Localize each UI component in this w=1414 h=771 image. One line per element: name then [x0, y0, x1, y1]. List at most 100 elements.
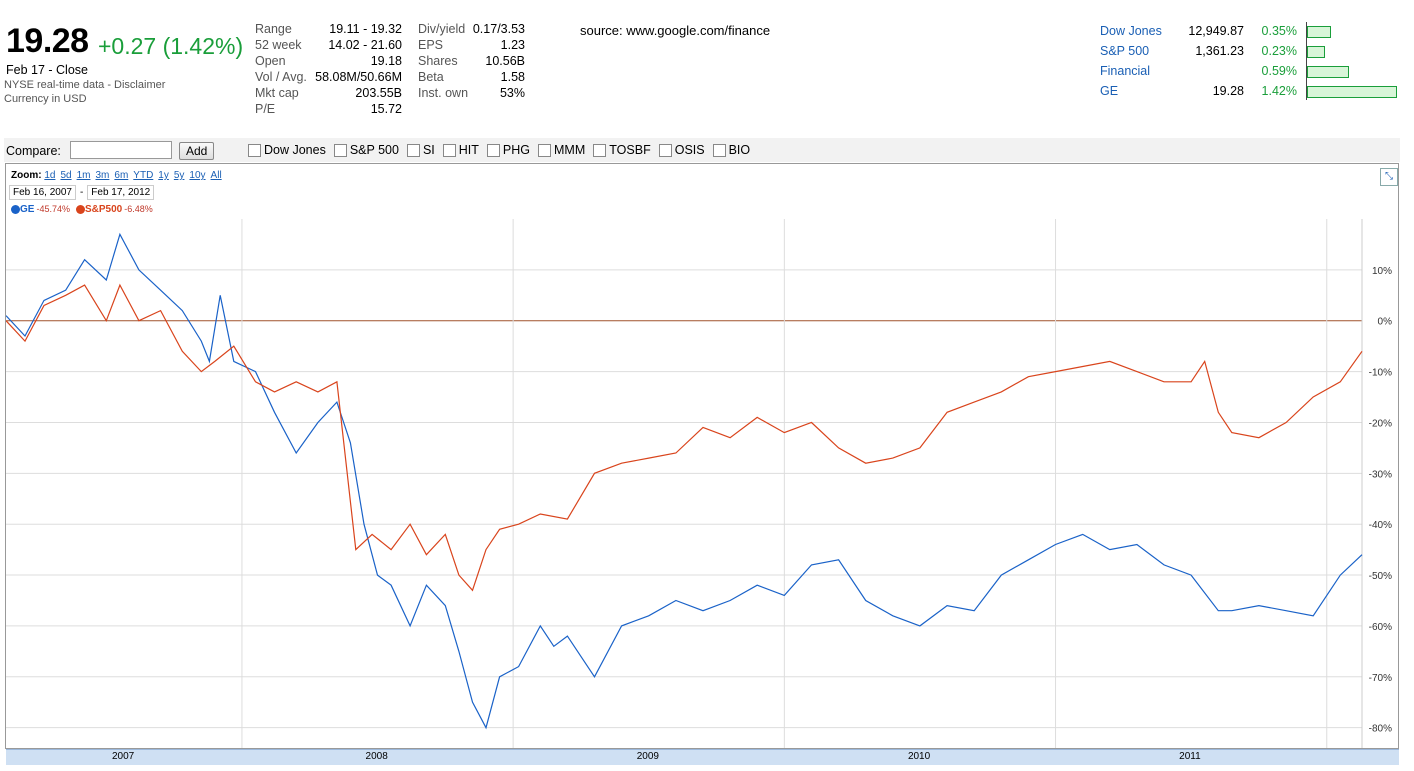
- stat-value: 53%: [499, 86, 525, 100]
- compare-checkboxes: Dow Jones S&P 500 SI HIT PHG MMM TOSBF OSIS BIO: [248, 143, 750, 157]
- index-row[interactable]: Financial 0.59%: [1100, 62, 1400, 82]
- zoom-option[interactable]: 1y: [158, 170, 169, 181]
- stat-row: Shares 10.56B: [418, 54, 525, 70]
- x-axis-label: 2008: [365, 751, 388, 762]
- legend-dot: [11, 204, 20, 214]
- zoom-option[interactable]: All: [210, 170, 222, 181]
- source-note: source: www.google.com/finance: [580, 23, 771, 38]
- currency-note: Currency in USD: [4, 93, 87, 105]
- stat-value: 0.17/3.53: [472, 22, 525, 36]
- checkbox-box[interactable]: [593, 143, 607, 157]
- close-label: Feb 17 - Close: [6, 63, 88, 77]
- checkbox-box[interactable]: [406, 143, 420, 157]
- checkbox-box[interactable]: [486, 143, 500, 157]
- compare-label: Compare:: [6, 144, 61, 158]
- zoom-option[interactable]: 1d: [44, 170, 56, 181]
- compare-checkbox[interactable]: TOSBF: [593, 143, 651, 157]
- checkbox-box[interactable]: [658, 143, 672, 157]
- legend-item[interactable]: GE -45.74%: [11, 204, 70, 215]
- chart-legend: GE -45.74% S&P500 -6.48%: [11, 204, 153, 215]
- stat-row: Vol / Avg. 58.08M/50.66M: [255, 70, 402, 86]
- checkbox-label: MMM: [554, 143, 586, 157]
- checkbox-box[interactable]: [538, 143, 552, 157]
- chart-box: [5, 163, 1399, 749]
- stats-column-2: Div/yield 0.17/3.53 EPS 1.23 Shares 10.56B Bet…: [418, 22, 525, 102]
- index-value: 19.28: [1212, 84, 1244, 98]
- checkbox-label: SI: [422, 143, 435, 157]
- checkbox-label: S&P 500: [349, 143, 399, 157]
- checkbox-label: Dow Jones: [264, 143, 326, 157]
- zoom-option[interactable]: 5d: [60, 170, 72, 181]
- index-row[interactable]: Dow Jones 12,949.87 0.35%: [1100, 22, 1400, 42]
- index-row[interactable]: S&P 500 1,361.23 0.23%: [1100, 42, 1400, 62]
- compare-checkbox[interactable]: BIO: [712, 143, 750, 157]
- add-button[interactable]: Add: [179, 142, 215, 160]
- index-change: 0.23%: [1261, 44, 1297, 58]
- checkbox-box[interactable]: [712, 143, 726, 157]
- stat-value: 14.02 - 21.60: [328, 38, 402, 52]
- stat-value: 1.23: [500, 38, 525, 52]
- y-tick-label: 0%: [1378, 317, 1393, 328]
- compare-checkbox[interactable]: HIT: [442, 143, 479, 157]
- stat-value: 19.11 - 19.32: [329, 22, 402, 36]
- checkbox-label: TOSBF: [609, 143, 651, 157]
- legend-pct: -6.48%: [124, 204, 153, 214]
- line-chart[interactable]: 10% 0% -10% -20% -30% -40% -50% -60% -70% -80%: [6, 219, 1398, 748]
- date-from[interactable]: Feb 16, 2007: [9, 185, 76, 200]
- zoom-option[interactable]: 3m: [95, 170, 110, 181]
- y-tick-label: -30%: [1369, 469, 1392, 480]
- indices-axis-line: [1306, 22, 1307, 100]
- stat-value: 15.72: [370, 102, 402, 116]
- series-line-sp500[interactable]: [6, 283, 1363, 592]
- date-range: Feb 16, 2007 - Feb 17, 2012: [9, 185, 155, 200]
- compare-checkbox[interactable]: MMM: [538, 143, 585, 157]
- stat-key: Shares: [418, 54, 458, 68]
- stat-key: Open: [255, 54, 286, 68]
- stat-key: Inst. own: [418, 86, 469, 100]
- legend-item[interactable]: S&P500 -6.48%: [75, 204, 153, 215]
- index-row[interactable]: GE 19.28 1.42%: [1100, 82, 1400, 102]
- x-axis-label: 2009: [636, 751, 659, 762]
- legend-pct: -45.74%: [36, 204, 70, 214]
- stock-price: 19.28: [6, 22, 89, 60]
- index-value: 1,361.23: [1195, 44, 1244, 58]
- compare-input[interactable]: [70, 141, 172, 159]
- time-axis-bar[interactable]: [6, 749, 1399, 765]
- zoom-option[interactable]: 5y: [173, 170, 185, 181]
- x-axis-label: 2007: [111, 751, 135, 762]
- zoom-option[interactable]: 1m: [76, 170, 91, 181]
- stat-value: 203.55B: [355, 86, 402, 100]
- stat-key: Beta: [418, 70, 444, 84]
- index-change-bar: [1307, 66, 1349, 78]
- index-name[interactable]: Dow Jones: [1100, 24, 1162, 38]
- disclaimer-link[interactable]: Disclaimer: [114, 79, 166, 91]
- stat-row: Beta 1.58: [418, 70, 525, 86]
- legend-name: S&P500: [84, 204, 123, 215]
- stat-key: Vol / Avg.: [255, 70, 307, 84]
- checkbox-box[interactable]: [248, 143, 261, 157]
- date-to[interactable]: Feb 17, 2012: [87, 185, 155, 200]
- checkbox-box[interactable]: [442, 143, 456, 157]
- zoom-option[interactable]: 6m: [114, 170, 129, 181]
- expand-icon[interactable]: ⤡: [1380, 168, 1398, 186]
- stat-key: P/E: [255, 102, 276, 116]
- stat-row: 52 week 14.02 - 21.60: [255, 38, 402, 54]
- index-name[interactable]: GE: [1100, 84, 1119, 98]
- checkbox-box[interactable]: [333, 143, 347, 157]
- series-line-ge[interactable]: [6, 232, 1363, 730]
- stat-row: Mkt cap 203.55B: [255, 86, 402, 102]
- index-change: 0.35%: [1261, 24, 1297, 38]
- index-name[interactable]: S&P 500: [1100, 44, 1150, 58]
- zoom-option[interactable]: YTD: [133, 170, 154, 181]
- compare-checkbox[interactable]: OSIS: [658, 143, 705, 157]
- index-change-bar: [1307, 86, 1397, 98]
- index-name[interactable]: Financial: [1100, 64, 1151, 78]
- compare-checkbox[interactable]: S&P 500: [333, 143, 399, 157]
- compare-checkbox[interactable]: Dow Jones: [248, 143, 326, 157]
- stat-row: Open 19.18: [255, 54, 402, 70]
- compare-checkbox[interactable]: SI: [406, 143, 435, 157]
- compare-checkbox[interactable]: PHG: [486, 143, 531, 157]
- zoom-option[interactable]: 10y: [189, 170, 206, 181]
- checkbox-label: PHG: [502, 143, 531, 157]
- zoom-options: 1d 5d 1m 3m 6m YTD 1y 5y 10y All: [44, 170, 226, 181]
